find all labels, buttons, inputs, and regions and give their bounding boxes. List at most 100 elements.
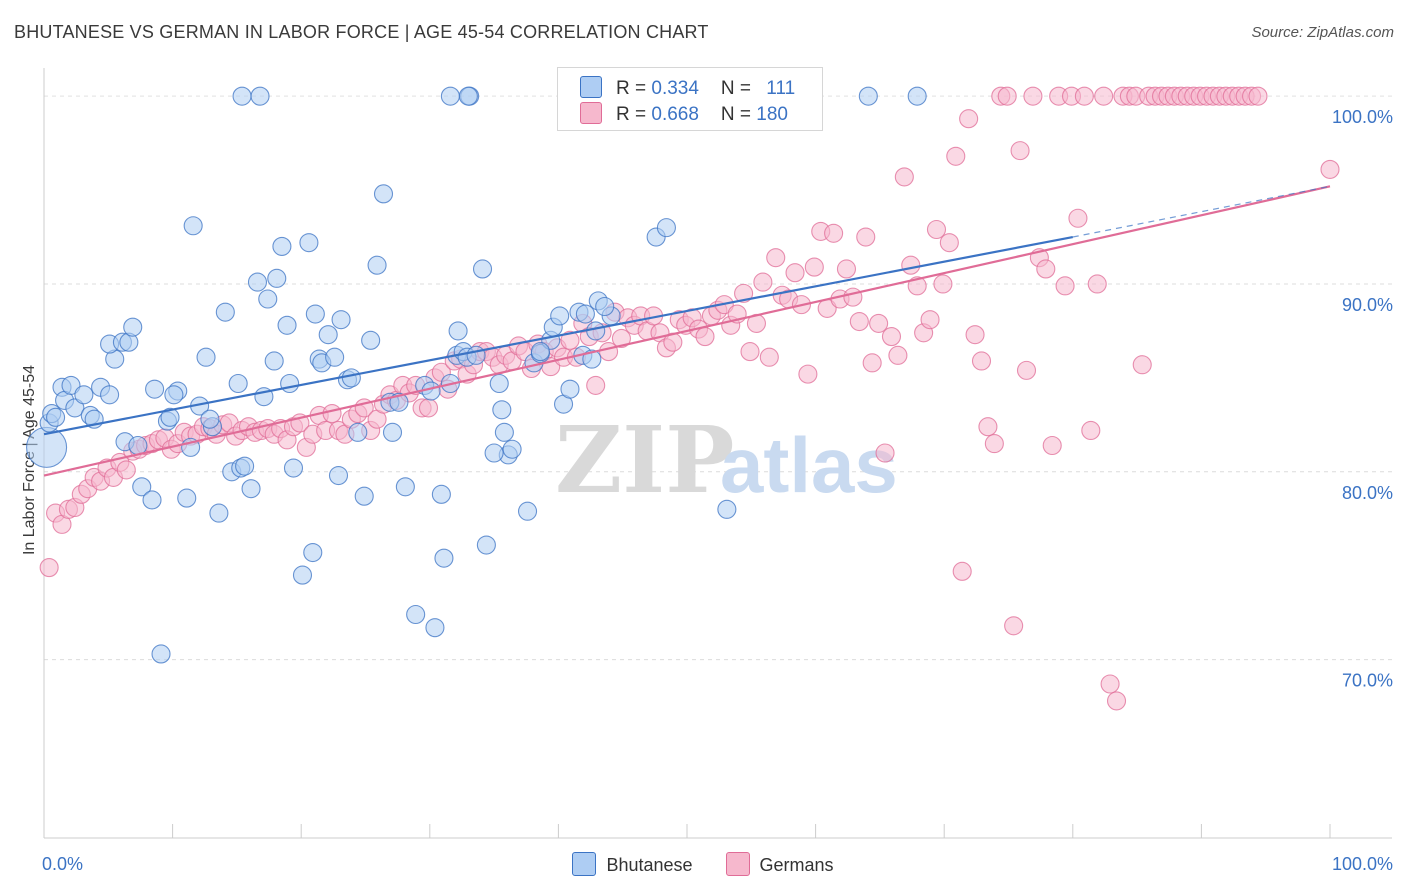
watermark-atlas: atlas bbox=[720, 421, 898, 509]
data-point bbox=[61, 375, 81, 395]
data-point bbox=[849, 311, 869, 332]
series-swatch-germans bbox=[725, 852, 750, 876]
data-point bbox=[1068, 208, 1088, 228]
y-tick-label: 90.0% bbox=[1342, 295, 1393, 315]
data-point bbox=[418, 398, 439, 418]
trendline-bhutanese bbox=[43, 235, 1074, 436]
data-point bbox=[434, 548, 454, 568]
data-point bbox=[582, 349, 602, 369]
data-point bbox=[367, 255, 387, 275]
data-point bbox=[856, 227, 876, 247]
series-name-bhutanese: Bhutanese bbox=[606, 855, 693, 875]
data-point bbox=[586, 321, 606, 341]
data-point bbox=[1100, 674, 1120, 694]
data-point bbox=[361, 330, 381, 350]
data-point bbox=[145, 379, 165, 399]
data-point bbox=[303, 542, 323, 563]
data-point bbox=[177, 488, 197, 508]
data-point bbox=[824, 223, 844, 243]
data-point bbox=[978, 417, 998, 437]
data-point bbox=[264, 351, 284, 371]
data-point bbox=[575, 304, 595, 324]
data-point bbox=[283, 458, 304, 478]
data-point bbox=[595, 296, 615, 317]
data-point bbox=[440, 86, 460, 106]
data-point bbox=[489, 373, 509, 394]
data-point bbox=[476, 535, 496, 555]
data-point bbox=[325, 347, 345, 367]
data-point bbox=[492, 400, 512, 420]
data-point bbox=[373, 184, 394, 204]
data-point bbox=[858, 86, 878, 106]
data-point bbox=[971, 351, 992, 371]
data-point bbox=[472, 259, 493, 279]
trendline-germans bbox=[43, 185, 1331, 477]
data-point bbox=[933, 274, 953, 294]
y-tick-label: 100.0% bbox=[1332, 107, 1393, 127]
legend-n-label: N = bbox=[720, 104, 757, 125]
data-point bbox=[997, 86, 1017, 106]
trendlines bbox=[43, 185, 1331, 477]
series-bhutanese bbox=[26, 86, 927, 664]
data-point bbox=[502, 439, 522, 459]
legend-row-germans: R = 0.668 N = 180 bbox=[580, 102, 788, 126]
data-point bbox=[280, 373, 300, 394]
watermark: ZIP atlas bbox=[555, 406, 898, 514]
data-point bbox=[875, 443, 895, 463]
data-point bbox=[100, 385, 120, 405]
data-point bbox=[843, 287, 863, 307]
data-point bbox=[164, 385, 184, 405]
data-point bbox=[862, 353, 882, 373]
data-point bbox=[1094, 86, 1114, 106]
chart-title: BHUTANESE VS GERMAN IN LABOR FORCE | AGE… bbox=[14, 22, 709, 42]
data-point bbox=[984, 434, 1004, 454]
data-point bbox=[1010, 141, 1030, 161]
data-point bbox=[1087, 274, 1107, 294]
series-legend-germans[interactable]: Germans bbox=[725, 852, 834, 876]
legend-n-value: 111 bbox=[766, 78, 796, 99]
data-point bbox=[740, 342, 760, 362]
series-legend: Bhutanese Germans bbox=[0, 852, 1406, 876]
data-point bbox=[869, 313, 889, 333]
data-point bbox=[466, 345, 486, 365]
data-point bbox=[305, 304, 325, 324]
data-point bbox=[1074, 86, 1094, 106]
trendline-bhutanese-extension bbox=[1072, 185, 1331, 238]
data-point bbox=[132, 477, 152, 497]
legend-n-label: N = bbox=[720, 78, 757, 99]
data-point bbox=[277, 315, 297, 335]
data-point bbox=[759, 347, 779, 367]
y-tick-label: 70.0% bbox=[1342, 671, 1393, 691]
data-point bbox=[228, 373, 248, 394]
legend-r-label: R = bbox=[616, 104, 652, 125]
series-legend-bhutanese[interactable]: Bhutanese bbox=[572, 852, 693, 876]
data-point bbox=[142, 490, 162, 510]
data-point bbox=[766, 248, 786, 268]
data-point bbox=[46, 407, 66, 427]
data-point bbox=[1320, 159, 1340, 179]
data-point bbox=[151, 644, 171, 664]
data-point bbox=[74, 385, 94, 405]
data-point bbox=[920, 310, 940, 330]
data-point bbox=[65, 398, 85, 418]
data-point bbox=[959, 109, 979, 129]
source-label: Source: ZipAtlas.com bbox=[1251, 24, 1394, 41]
legend-swatch-bhutanese bbox=[580, 76, 602, 98]
data-point bbox=[341, 368, 361, 388]
data-point bbox=[560, 330, 580, 350]
data-point bbox=[183, 216, 203, 236]
data-point bbox=[39, 558, 59, 578]
data-point bbox=[160, 407, 180, 427]
data-point bbox=[785, 263, 805, 283]
y-tick-label: 80.0% bbox=[1342, 483, 1393, 503]
data-point bbox=[116, 460, 136, 480]
data-point bbox=[1081, 420, 1101, 441]
legend: R = 0.334 N = 111 R = 0.668 N = 180 bbox=[557, 67, 823, 131]
data-point bbox=[267, 268, 287, 288]
data-point bbox=[215, 302, 235, 322]
data-point bbox=[1106, 691, 1127, 711]
data-point bbox=[926, 219, 947, 240]
data-point bbox=[235, 456, 255, 476]
legend-n-value: 180 bbox=[756, 104, 788, 125]
